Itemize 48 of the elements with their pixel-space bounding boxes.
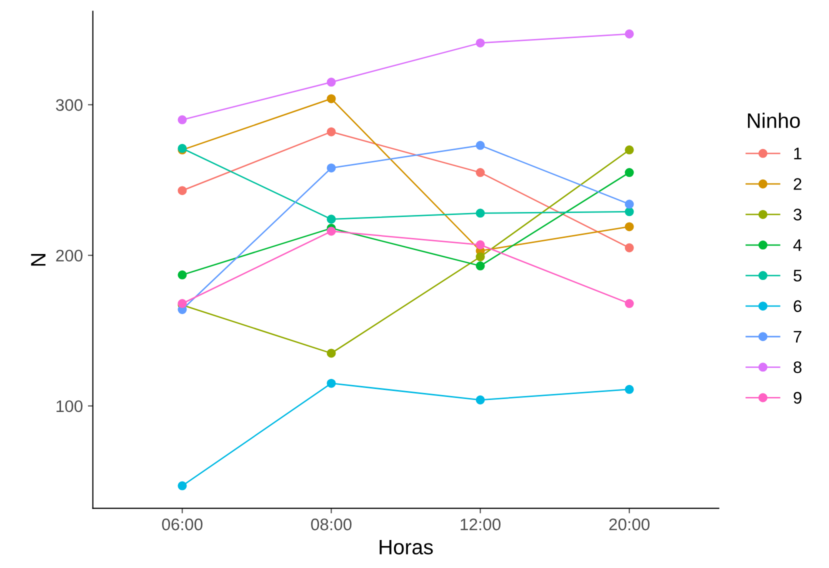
point — [326, 348, 336, 358]
legend-label: 5 — [794, 270, 802, 282]
point — [624, 222, 634, 232]
y-tick-label: 100 — [56, 400, 82, 412]
point — [476, 208, 485, 218]
point — [476, 168, 485, 178]
point — [476, 395, 485, 404]
point — [624, 299, 634, 308]
point — [326, 94, 336, 104]
legend-label: 2 — [794, 178, 802, 190]
point — [476, 38, 485, 48]
legend-label: 3 — [794, 208, 802, 220]
point — [476, 140, 485, 150]
legend-label: 9 — [794, 392, 802, 404]
point — [178, 270, 187, 280]
point — [326, 127, 336, 136]
point — [326, 78, 336, 87]
point — [624, 29, 634, 38]
y-tick-label: 300 — [56, 99, 82, 111]
x-tick-label: 20:00 — [609, 518, 650, 530]
point — [326, 163, 336, 173]
legend-label: 6 — [794, 300, 802, 312]
point — [326, 214, 336, 224]
point — [476, 261, 485, 270]
point — [624, 200, 634, 209]
y-tick-label: 200 — [56, 250, 82, 262]
x-tick-label: 06:00 — [162, 518, 202, 530]
legend-label: 1 — [794, 148, 802, 160]
x-axis-title: Horas — [380, 540, 433, 554]
point — [326, 378, 336, 388]
point — [178, 186, 187, 196]
x-tick-label: 08:00 — [311, 518, 352, 530]
point — [624, 207, 634, 216]
point — [624, 145, 634, 154]
point — [476, 252, 485, 262]
point — [178, 481, 187, 490]
legend-label: 8 — [794, 361, 802, 374]
point — [178, 115, 187, 124]
point — [326, 226, 336, 236]
point — [624, 243, 634, 252]
y-axis-title: N — [31, 254, 46, 266]
point — [476, 240, 485, 250]
point — [624, 384, 634, 394]
x-tick-label: 12:00 — [460, 518, 501, 530]
legend-title: Ninho — [748, 112, 800, 128]
point — [624, 168, 634, 178]
legend-label: 7 — [794, 330, 802, 342]
legend-label: 4 — [793, 239, 802, 251]
